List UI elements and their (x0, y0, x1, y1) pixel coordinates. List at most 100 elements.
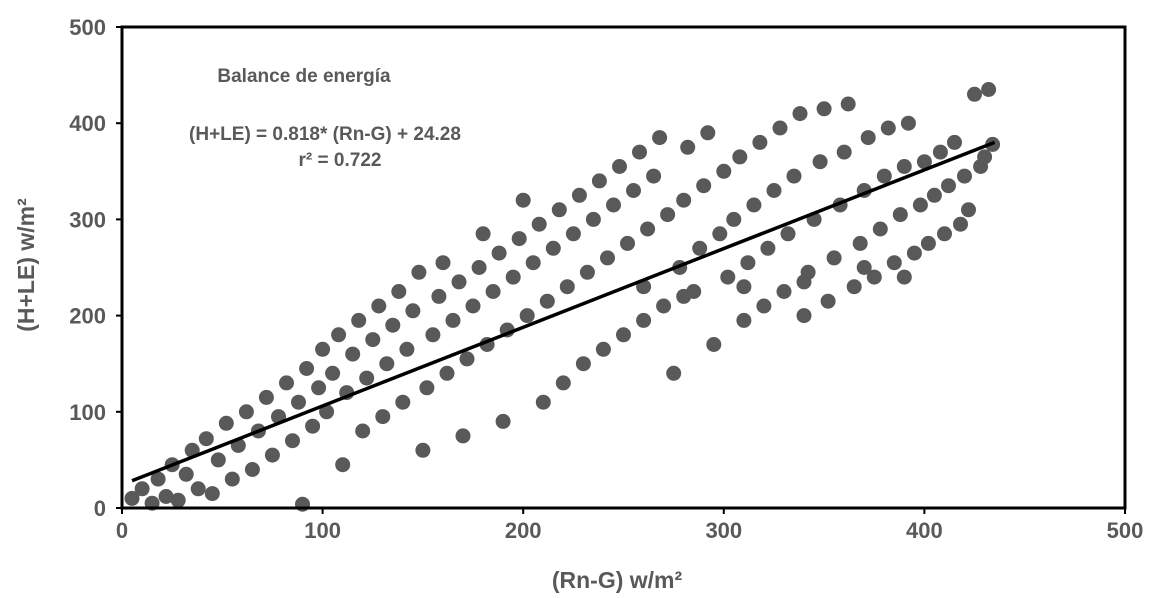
data-point (359, 370, 375, 386)
data-point (539, 293, 555, 309)
data-point (977, 149, 993, 165)
data-point (279, 375, 294, 391)
y-tick-label: 200 (69, 304, 106, 329)
data-point (680, 139, 696, 155)
y-tick-label: 300 (69, 207, 106, 232)
data-point (559, 279, 575, 295)
data-point (856, 260, 872, 275)
data-point (892, 207, 908, 223)
data-point (961, 202, 976, 218)
data-point (545, 240, 561, 256)
data-point (198, 431, 214, 447)
data-point (912, 197, 928, 213)
data-point (575, 356, 591, 372)
data-point (170, 492, 186, 508)
data-point (299, 361, 315, 376)
data-point (726, 211, 742, 227)
data-point (766, 183, 782, 198)
data-point (676, 192, 692, 208)
data-point (565, 226, 581, 242)
data-point (941, 178, 956, 194)
data-point (937, 226, 952, 242)
data-point (571, 187, 587, 203)
data-point (796, 308, 812, 324)
data-point (772, 120, 788, 136)
data-point (158, 489, 174, 504)
data-point (371, 298, 387, 314)
data-point (319, 404, 335, 420)
data-point (425, 327, 441, 343)
data-point (967, 86, 982, 102)
x-tick-label: 0 (116, 518, 128, 543)
data-point (459, 351, 475, 367)
data-point (916, 154, 932, 170)
data-point (515, 192, 531, 208)
data-point (957, 168, 972, 184)
data-point (846, 279, 862, 295)
data-point (315, 341, 331, 357)
data-point (445, 312, 461, 328)
data-point (224, 471, 240, 487)
x-tick-label: 200 (505, 518, 542, 543)
data-point (716, 163, 732, 179)
data-point (525, 255, 541, 271)
data-point (896, 159, 912, 174)
data-point (495, 413, 511, 429)
data-point (600, 250, 615, 266)
data-point (820, 293, 836, 309)
data-point (840, 96, 856, 112)
data-point (953, 216, 968, 232)
data-point (620, 235, 635, 251)
data-point (700, 125, 716, 141)
data-point (505, 269, 521, 285)
x-tick-label: 400 (906, 518, 943, 543)
data-point (411, 264, 427, 280)
annotation-r2: r² = 0.722 (299, 150, 382, 171)
data-point (258, 389, 274, 405)
data-point (331, 327, 347, 343)
data-point (391, 284, 407, 299)
data-point (906, 245, 922, 261)
data-point (431, 288, 447, 304)
data-point (585, 211, 601, 227)
data-point (455, 428, 471, 444)
data-point (485, 284, 501, 299)
y-axis-title: (H+LE) w/m² (13, 198, 39, 332)
data-point (291, 394, 306, 410)
data-point (900, 115, 916, 131)
data-point (591, 173, 607, 189)
data-point (355, 423, 371, 439)
x-tick-label: 500 (1107, 518, 1144, 543)
data-point (692, 240, 708, 256)
data-point (415, 442, 431, 458)
data-point (886, 255, 902, 271)
data-point (379, 356, 395, 372)
data-point (385, 317, 401, 333)
y-axis-ticks: 0 100 200 300 400 500 (69, 15, 122, 521)
data-point (826, 250, 842, 266)
data-point (465, 298, 481, 314)
data-point (676, 288, 692, 304)
data-point (646, 168, 662, 184)
data-point (696, 178, 712, 194)
data-point (365, 332, 381, 348)
data-point (555, 375, 571, 391)
data-point (595, 341, 611, 357)
x-tick-label: 100 (304, 518, 341, 543)
data-point (579, 264, 595, 280)
data-point (792, 106, 808, 122)
data-point (812, 154, 828, 170)
data-point (712, 226, 728, 242)
data-point (796, 274, 812, 290)
data-point (776, 284, 792, 299)
data-point (325, 365, 341, 381)
data-point (836, 144, 852, 160)
data-point (150, 471, 166, 487)
y-tick-label: 400 (69, 111, 106, 136)
data-point (872, 221, 888, 237)
y-tick-label: 100 (69, 400, 106, 425)
data-point (311, 380, 327, 396)
data-point (419, 380, 435, 396)
data-point (652, 130, 668, 146)
